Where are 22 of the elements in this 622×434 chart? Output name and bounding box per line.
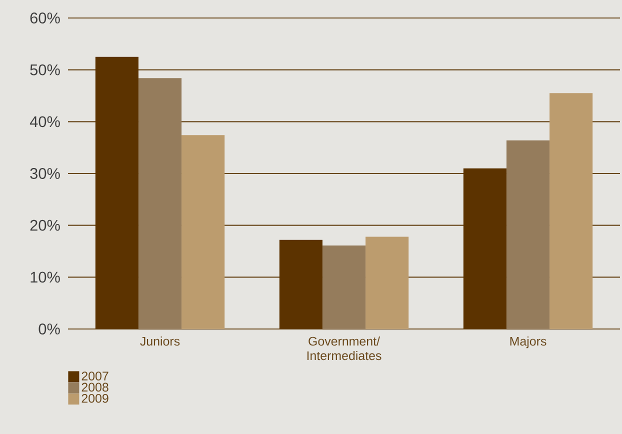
bar [322,246,366,329]
bar [366,236,409,329]
legend-label: 2007 [82,372,108,380]
x-tick-label: Juniors [140,336,180,346]
y-tick-label: 30% [30,168,60,179]
bar [463,168,506,329]
y-tick-label: 0% [38,324,60,334]
x-tick-label: Majors [510,336,546,348]
y-tick-label: 60% [30,12,60,24]
y-tick-label: 20% [30,220,60,231]
x-tick-label: Government/ Intermediates [307,336,382,360]
y-tick-label: 40% [30,116,60,128]
bar [95,56,138,329]
y-tick-label: 10% [30,272,60,283]
bar [279,240,322,329]
y-tick-label: 50% [30,64,60,76]
bar [182,135,225,329]
bar [138,78,182,329]
legend-label: 2008 [82,382,108,392]
legend-label: 2009 [82,394,108,403]
bar [550,93,593,329]
bar [506,140,550,329]
